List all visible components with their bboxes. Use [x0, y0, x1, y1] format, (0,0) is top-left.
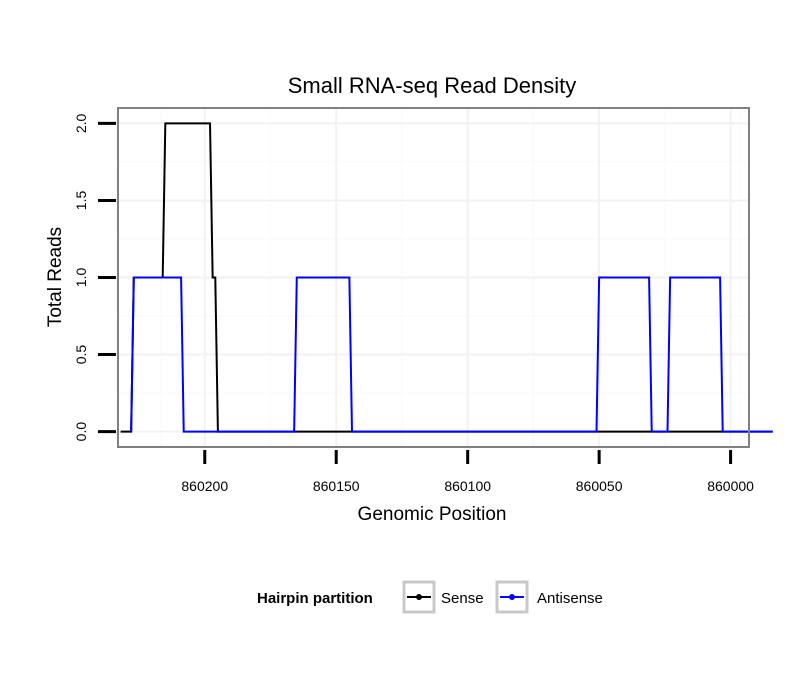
chart-title: Small RNA-seq Read Density — [288, 73, 577, 98]
x-tick-label: 860200 — [181, 478, 228, 494]
legend-label-sense: Sense — [441, 590, 484, 607]
plot-border — [117, 107, 750, 448]
legend-item-antisense: Antisense — [495, 580, 603, 614]
y-axis: 0.0 0.5 1.0 1.5 2.0 — [73, 113, 116, 441]
legend-label-antisense: Antisense — [537, 590, 603, 607]
x-tick-label: 860000 — [707, 478, 754, 494]
y-tick-label: 0.0 — [73, 422, 89, 442]
y-tick-label: 1.5 — [73, 191, 89, 211]
y-axis-title: Total Reads — [45, 227, 66, 327]
y-tick-label: 0.5 — [73, 345, 89, 365]
y-tick-label: 1.0 — [73, 268, 89, 288]
legend-title: Hairpin partition — [257, 590, 373, 607]
legend-point-sense — [416, 594, 422, 600]
x-axis: 860200 860150 860100 860050 860000 — [181, 450, 754, 494]
x-tick-label: 860150 — [313, 478, 360, 494]
x-tick-label: 860100 — [444, 478, 491, 494]
x-tick-label: 860050 — [576, 478, 623, 494]
legend-point-antisense — [509, 594, 515, 600]
series-line-antisense — [130, 276, 773, 433]
x-axis-title: Genomic Position — [358, 504, 507, 525]
series-layer — [120, 122, 773, 433]
legend-item-sense: Sense — [402, 580, 484, 614]
plot-panel — [117, 107, 773, 448]
legend: Hairpin partition Sense Antisense — [257, 580, 603, 614]
y-tick-label: 2.0 — [73, 113, 89, 133]
